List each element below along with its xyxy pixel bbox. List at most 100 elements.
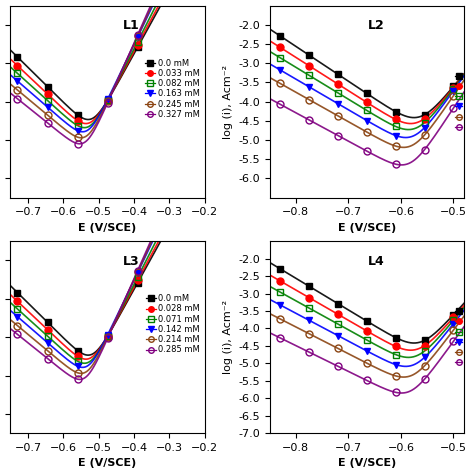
0.142 mM (364, 348, 370, 354)
0.0 mM (451, 83, 456, 89)
0.163 mM (422, 125, 428, 130)
0.142 mM (335, 333, 341, 338)
0.245 mM (105, 98, 110, 104)
0.163 mM (75, 128, 81, 134)
0.033 mM (277, 45, 283, 50)
Line: 0.163 mM: 0.163 mM (14, 34, 141, 134)
Line: 0.285 mM: 0.285 mM (277, 334, 457, 396)
0.245 mM (75, 134, 81, 140)
Line: 0.033 mM: 0.033 mM (277, 44, 457, 123)
Line: 0.142 mM: 0.142 mM (277, 301, 457, 368)
0.285 mM (45, 356, 50, 361)
Text: L3: L3 (123, 255, 139, 268)
0.285 mM (393, 390, 399, 395)
0.071 mM (393, 352, 399, 357)
Line: 0.142 mM: 0.142 mM (14, 269, 141, 370)
Line: 0.082 mM: 0.082 mM (277, 54, 457, 130)
0.163 mM (393, 133, 399, 138)
0.0 mM (105, 333, 110, 339)
0.028 mM (422, 343, 428, 348)
0.071 mM (335, 321, 341, 327)
0.0 mM (277, 33, 283, 39)
0.245 mM (15, 87, 20, 93)
Legend: , , , , , : , , , , , (455, 71, 464, 133)
0.245 mM (422, 132, 428, 138)
0.028 mM (15, 299, 20, 304)
0.0 mM (393, 335, 399, 340)
0.0 mM (15, 290, 20, 295)
0.163 mM (364, 118, 370, 123)
0.071 mM (45, 333, 50, 339)
Line: 0.033 mM: 0.033 mM (14, 41, 141, 124)
0.142 mM (45, 340, 50, 346)
0.033 mM (105, 98, 110, 103)
Legend: 0.0 mM, 0.028 mM, 0.071 mM, 0.142 mM, 0.214 mM, 0.285 mM: 0.0 mM, 0.028 mM, 0.071 mM, 0.142 mM, 0.… (145, 293, 201, 355)
0.163 mM (15, 78, 20, 84)
0.0 mM (306, 52, 312, 58)
Line: 0.071 mM: 0.071 mM (277, 289, 457, 358)
0.327 mM (45, 120, 50, 126)
0.071 mM (364, 337, 370, 343)
0.082 mM (45, 98, 50, 103)
Line: 0.245 mM: 0.245 mM (277, 80, 457, 150)
0.082 mM (364, 108, 370, 113)
0.214 mM (306, 331, 312, 337)
Line: 0.028 mM: 0.028 mM (14, 277, 141, 360)
0.327 mM (451, 105, 456, 111)
Line: 0.327 mM: 0.327 mM (277, 101, 457, 168)
Line: 0.214 mM: 0.214 mM (277, 315, 457, 379)
0.082 mM (75, 123, 81, 128)
0.071 mM (422, 348, 428, 354)
Line: 0.245 mM: 0.245 mM (14, 33, 141, 141)
0.0 mM (364, 318, 370, 324)
0.163 mM (277, 67, 283, 73)
0.033 mM (393, 117, 399, 122)
0.245 mM (135, 34, 140, 39)
0.033 mM (422, 116, 428, 121)
Line: 0.0 mM: 0.0 mM (277, 32, 457, 118)
0.163 mM (105, 97, 110, 102)
0.214 mM (364, 360, 370, 366)
0.214 mM (422, 363, 428, 369)
0.285 mM (335, 364, 341, 369)
0.033 mM (451, 85, 456, 91)
Line: 0.0 mM: 0.0 mM (14, 44, 141, 118)
0.028 mM (45, 327, 50, 333)
0.028 mM (135, 278, 140, 283)
0.142 mM (277, 302, 283, 308)
0.028 mM (335, 311, 341, 317)
0.071 mM (135, 274, 140, 280)
X-axis label: E (V/SCE): E (V/SCE) (79, 223, 137, 233)
0.285 mM (105, 336, 110, 341)
0.0 mM (335, 72, 341, 77)
0.0 mM (75, 347, 81, 353)
0.163 mM (335, 101, 341, 107)
0.163 mM (306, 84, 312, 90)
0.327 mM (364, 148, 370, 154)
0.071 mM (15, 306, 20, 312)
0.0 mM (45, 319, 50, 325)
Line: 0.071 mM: 0.071 mM (14, 274, 141, 365)
0.142 mM (451, 321, 456, 327)
Text: L2: L2 (368, 19, 385, 32)
0.214 mM (105, 334, 110, 340)
0.245 mM (364, 129, 370, 135)
0.214 mM (277, 316, 283, 322)
0.082 mM (105, 98, 110, 103)
X-axis label: E (V/SCE): E (V/SCE) (337, 223, 396, 233)
0.0 mM (422, 337, 428, 343)
0.245 mM (335, 113, 341, 118)
0.028 mM (451, 315, 456, 320)
0.033 mM (75, 118, 81, 123)
0.082 mM (277, 55, 283, 61)
0.0 mM (45, 84, 50, 90)
0.327 mM (135, 32, 140, 38)
0.142 mM (135, 270, 140, 275)
0.0 mM (451, 312, 456, 318)
0.071 mM (306, 305, 312, 311)
0.142 mM (75, 364, 81, 369)
0.214 mM (451, 327, 456, 333)
0.327 mM (277, 101, 283, 107)
0.033 mM (135, 42, 140, 48)
Line: 0.214 mM: 0.214 mM (14, 268, 141, 376)
